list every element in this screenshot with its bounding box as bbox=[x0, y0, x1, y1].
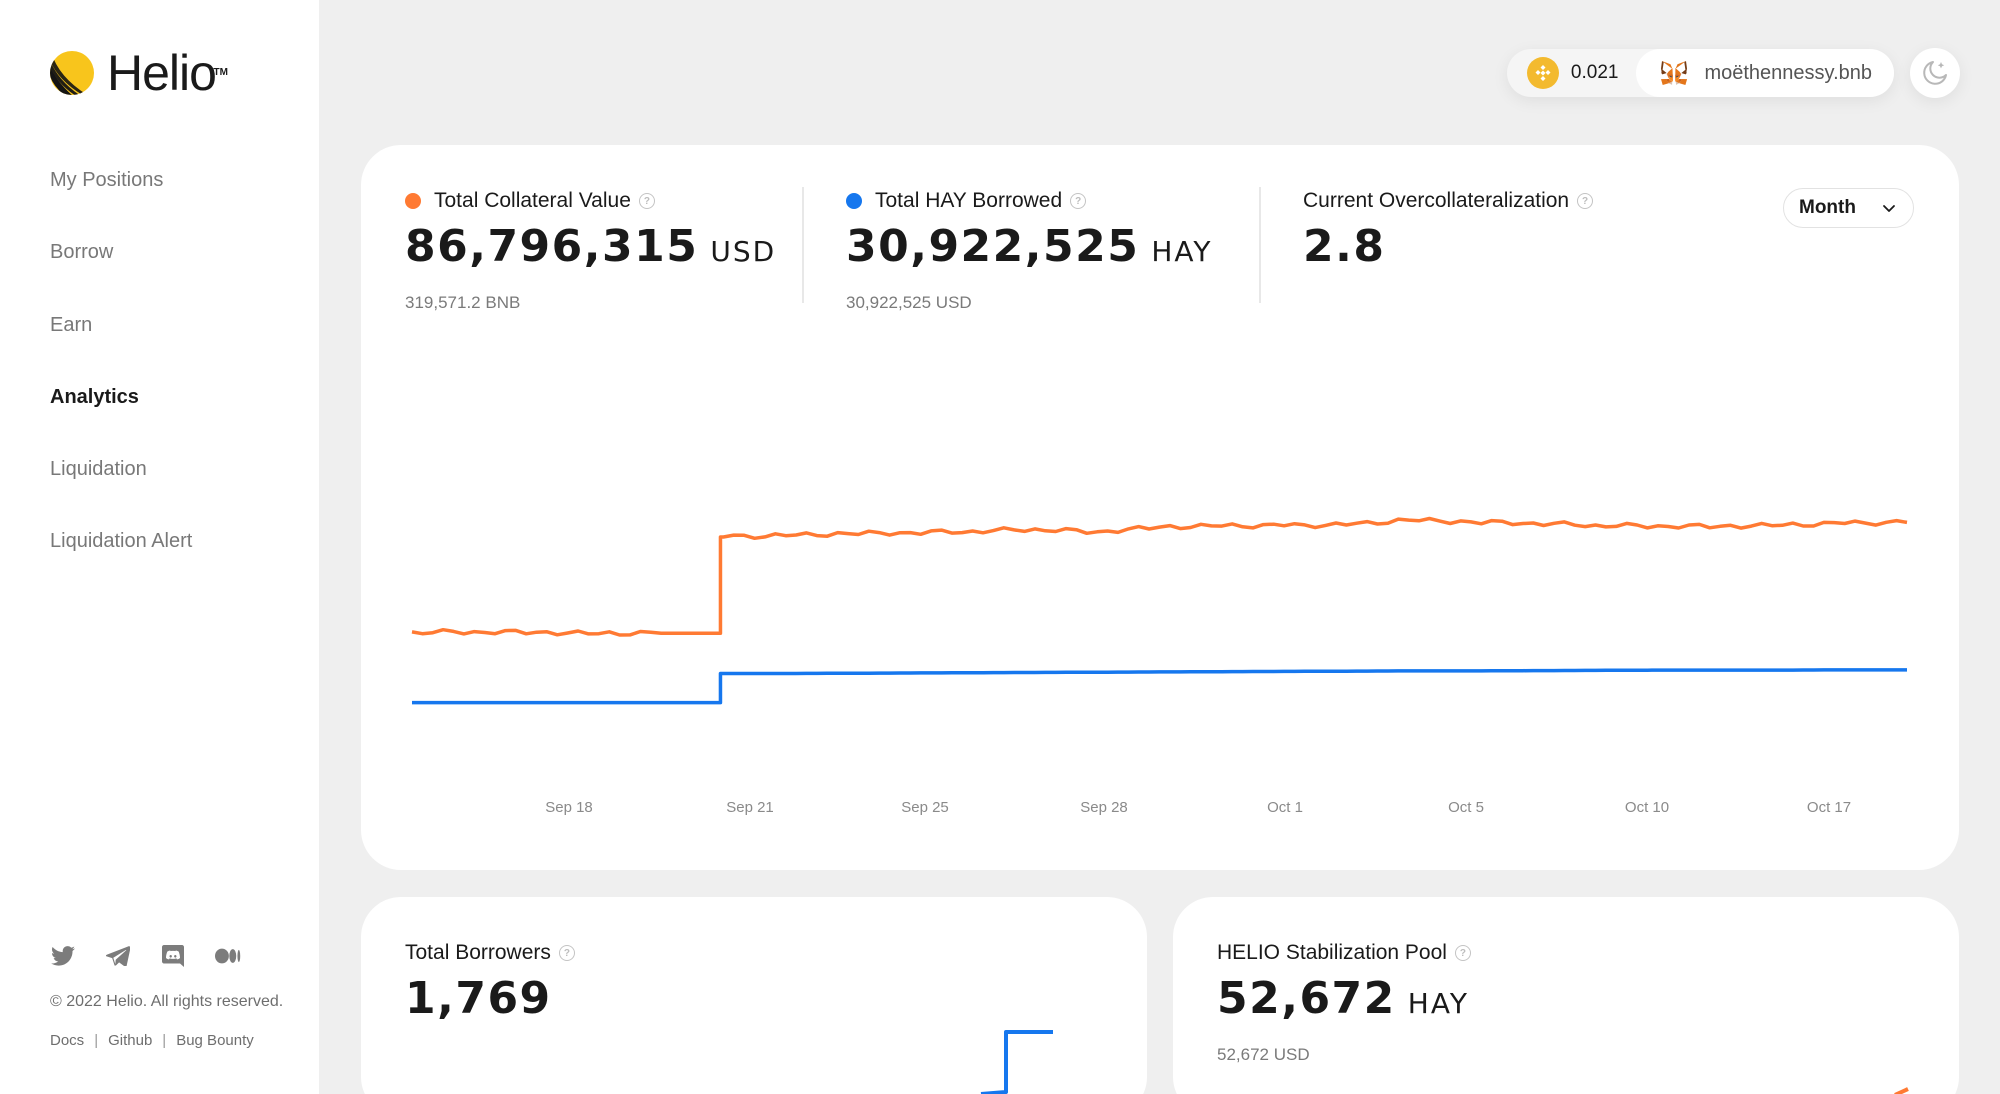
main-nav: My Positions Borrow Earn Analytics Liqui… bbox=[50, 162, 192, 596]
stabilization-pool-card: HELIO Stabilization Pool ? 52,672 HAY 52… bbox=[1173, 897, 1959, 1094]
stabilization-pool-stat: HELIO Stabilization Pool ? 52,672 HAY 52… bbox=[1217, 939, 1471, 1065]
metamask-fox-icon bbox=[1661, 61, 1688, 85]
telegram-icon[interactable] bbox=[105, 943, 131, 969]
help-icon[interactable]: ? bbox=[558, 945, 575, 961]
nav-item-earn[interactable]: Earn bbox=[50, 313, 93, 336]
help-icon[interactable]: ? bbox=[638, 193, 655, 209]
total-collateral-value-row: 86,796,315 USD bbox=[405, 219, 776, 280]
series-line-hay-borrowed bbox=[411, 668, 1907, 705]
period-dropdown[interactable]: Month bbox=[1783, 188, 1914, 228]
pool-mini-chart bbox=[1894, 1087, 1909, 1094]
divider: | bbox=[94, 1032, 99, 1049]
bug-bounty-link[interactable]: Bug Bounty bbox=[176, 1032, 254, 1049]
docs-link[interactable]: Docs bbox=[50, 1032, 85, 1049]
total-borrowers-label: Total Borrowers bbox=[405, 941, 551, 964]
discord-icon[interactable] bbox=[160, 943, 186, 969]
borrowers-series-line bbox=[980, 1030, 1053, 1094]
total-collateral-bnb: 319,571.2 BNB bbox=[405, 293, 521, 312]
total-collateral-label: Total Collateral Value bbox=[434, 189, 631, 212]
collateral-legend-dot bbox=[405, 193, 421, 209]
divider: | bbox=[162, 1032, 167, 1049]
total-borrowers-label-row: Total Borrowers ? bbox=[405, 939, 575, 967]
help-icon[interactable]: ? bbox=[1454, 945, 1471, 961]
total-borrowers-card: Total Borrowers ? 1,769 bbox=[361, 897, 1147, 1094]
borrowers-mini-chart bbox=[980, 1030, 1053, 1094]
period-selected: Month bbox=[1799, 197, 1856, 218]
stabilization-pool-value: 52,672 bbox=[1217, 973, 1396, 1024]
nav-item-liquidation-alert[interactable]: Liquidation Alert bbox=[50, 530, 193, 553]
helio-logo-icon bbox=[50, 51, 94, 95]
total-hay-borrowed-usd: 30,922,525 USD bbox=[846, 293, 972, 312]
stat-divider bbox=[1259, 187, 1261, 303]
helio-logo[interactable]: Helio TM bbox=[49, 45, 228, 101]
x-tick-label: Sep 28 bbox=[1080, 799, 1128, 816]
series-line-collateral bbox=[411, 516, 1908, 637]
overcollateralization-label-row: Current Overcollateralization ? bbox=[1303, 187, 1594, 215]
collateral-line-chart: Sep 18 Sep 21 Sep 25 Sep 28 Oct 1 Oct 5 Oct 10… bbox=[411, 516, 1908, 816]
total-borrowers-value: 1,769 bbox=[405, 973, 552, 1024]
moon-icon bbox=[1923, 61, 1947, 85]
x-tick-label: Oct 1 bbox=[1267, 799, 1303, 816]
total-borrowers-value-row: 1,769 bbox=[405, 971, 575, 1027]
overcollateralization-label: Current Overcollateralization bbox=[1303, 189, 1570, 212]
stabilization-pool-usd: 52,672 USD bbox=[1217, 1045, 1310, 1064]
x-tick-label: Sep 18 bbox=[545, 799, 593, 816]
total-collateral-label-row: Total Collateral Value ? bbox=[405, 187, 776, 215]
app-name: Helio TM bbox=[107, 45, 228, 101]
x-tick-label: Sep 25 bbox=[901, 799, 949, 816]
help-icon[interactable]: ? bbox=[1070, 193, 1087, 209]
social-links bbox=[50, 943, 270, 969]
copyright-text: © 2022 Helio. All rights reserved. bbox=[50, 993, 284, 1010]
sidebar: Helio TM My Positions Borrow Earn Analyt… bbox=[0, 0, 319, 1094]
total-collateral-value: 86,796,315 bbox=[405, 221, 699, 272]
total-hay-borrowed-label: Total HAY Borrowed bbox=[875, 189, 1063, 212]
overcollateralization-value: 2.8 bbox=[1303, 221, 1386, 272]
footer-links: Docs | Github | Bug Bounty bbox=[50, 1032, 254, 1049]
balance-value: 0.021 bbox=[1570, 62, 1619, 83]
x-tick-label: Oct 5 bbox=[1448, 799, 1484, 816]
theme-toggle-button[interactable] bbox=[1910, 48, 1960, 98]
total-collateral-stat: Total Collateral Value ? 86,796,315 USD … bbox=[405, 187, 776, 313]
stat-divider bbox=[802, 187, 804, 303]
overcollateralization-value-row: 2.8 bbox=[1303, 219, 1593, 275]
stabilization-pool-value-row: 52,672 HAY bbox=[1217, 971, 1471, 1032]
nav-item-borrow[interactable]: Borrow bbox=[50, 241, 114, 264]
x-tick-label: Oct 17 bbox=[1807, 799, 1851, 816]
stabilization-pool-label-row: HELIO Stabilization Pool ? bbox=[1217, 939, 1471, 967]
top-bar: 0.021 moëthennessy.bnb bbox=[1506, 48, 1960, 98]
borrowed-legend-dot bbox=[846, 193, 862, 209]
total-hay-borrowed-unit: HAY bbox=[1151, 235, 1213, 268]
nav-item-analytics[interactable]: Analytics bbox=[50, 385, 139, 408]
total-hay-borrowed-stat: Total HAY Borrowed ? 30,922,525 HAY 30,9… bbox=[846, 187, 1213, 313]
medium-icon[interactable] bbox=[215, 943, 241, 969]
account-name: moëthennessy.bnb bbox=[1704, 61, 1872, 84]
x-tick-label: Oct 10 bbox=[1625, 799, 1669, 816]
overcollateralization-stat: Current Overcollateralization ? 2.8 bbox=[1303, 187, 1594, 275]
collateral-chart-card: Total Collateral Value ? 86,796,315 USD … bbox=[361, 145, 1959, 870]
total-hay-borrowed-value-row: 30,922,525 HAY bbox=[846, 219, 1213, 280]
help-icon[interactable]: ? bbox=[1577, 193, 1594, 209]
twitter-icon[interactable] bbox=[50, 943, 76, 969]
total-borrowers-stat: Total Borrowers ? 1,769 bbox=[405, 939, 575, 1027]
trademark-label: TM bbox=[213, 67, 228, 78]
stabilization-pool-unit: HAY bbox=[1407, 987, 1469, 1020]
wallet-widget: 0.021 moëthennessy.bnb bbox=[1506, 49, 1894, 97]
nav-item-liquidation[interactable]: Liquidation bbox=[50, 458, 147, 481]
total-hay-borrowed-label-row: Total HAY Borrowed ? bbox=[846, 187, 1213, 215]
nav-item-my-positions[interactable]: My Positions bbox=[50, 169, 164, 191]
chevron-down-icon bbox=[1883, 205, 1895, 212]
bnb-balance[interactable]: 0.021 bbox=[1526, 57, 1619, 89]
total-hay-borrowed-value: 30,922,525 bbox=[846, 221, 1140, 272]
stabilization-pool-label: HELIO Stabilization Pool bbox=[1217, 941, 1447, 964]
github-link[interactable]: Github bbox=[108, 1032, 153, 1049]
total-collateral-unit: USD bbox=[710, 235, 777, 268]
bnb-icon bbox=[1526, 57, 1559, 89]
account-button[interactable]: moëthennessy.bnb bbox=[1636, 49, 1894, 97]
pool-series-line bbox=[1894, 1087, 1909, 1094]
x-tick-label: Sep 21 bbox=[726, 799, 774, 816]
